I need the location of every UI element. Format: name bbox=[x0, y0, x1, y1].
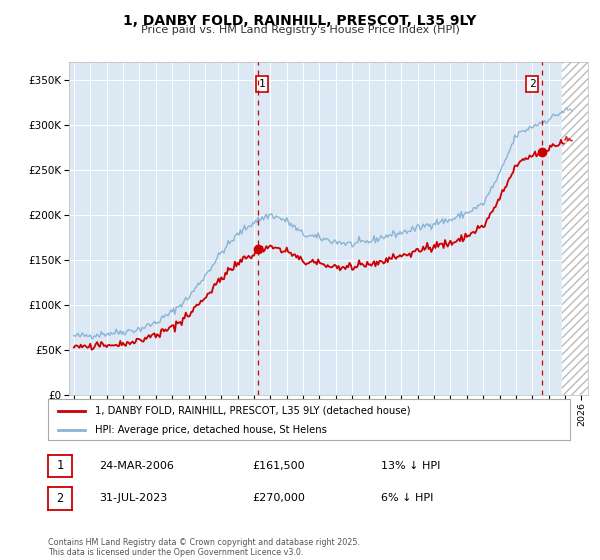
Text: 13% ↓ HPI: 13% ↓ HPI bbox=[381, 461, 440, 471]
Text: £270,000: £270,000 bbox=[252, 493, 305, 503]
Text: 1, DANBY FOLD, RAINHILL, PRESCOT, L35 9LY: 1, DANBY FOLD, RAINHILL, PRESCOT, L35 9L… bbox=[124, 14, 476, 28]
Text: 2: 2 bbox=[529, 79, 536, 89]
Text: 6% ↓ HPI: 6% ↓ HPI bbox=[381, 493, 433, 503]
Text: 1, DANBY FOLD, RAINHILL, PRESCOT, L35 9LY (detached house): 1, DANBY FOLD, RAINHILL, PRESCOT, L35 9L… bbox=[95, 405, 410, 416]
Text: 2: 2 bbox=[56, 492, 64, 505]
Text: Contains HM Land Registry data © Crown copyright and database right 2025.
This d: Contains HM Land Registry data © Crown c… bbox=[48, 538, 360, 557]
Text: HPI: Average price, detached house, St Helens: HPI: Average price, detached house, St H… bbox=[95, 424, 327, 435]
Text: Price paid vs. HM Land Registry's House Price Index (HPI): Price paid vs. HM Land Registry's House … bbox=[140, 25, 460, 35]
Text: 31-JUL-2023: 31-JUL-2023 bbox=[99, 493, 167, 503]
Text: 1: 1 bbox=[259, 79, 266, 89]
Text: £161,500: £161,500 bbox=[252, 461, 305, 471]
Text: 1: 1 bbox=[56, 459, 64, 473]
Text: 24-MAR-2006: 24-MAR-2006 bbox=[99, 461, 174, 471]
